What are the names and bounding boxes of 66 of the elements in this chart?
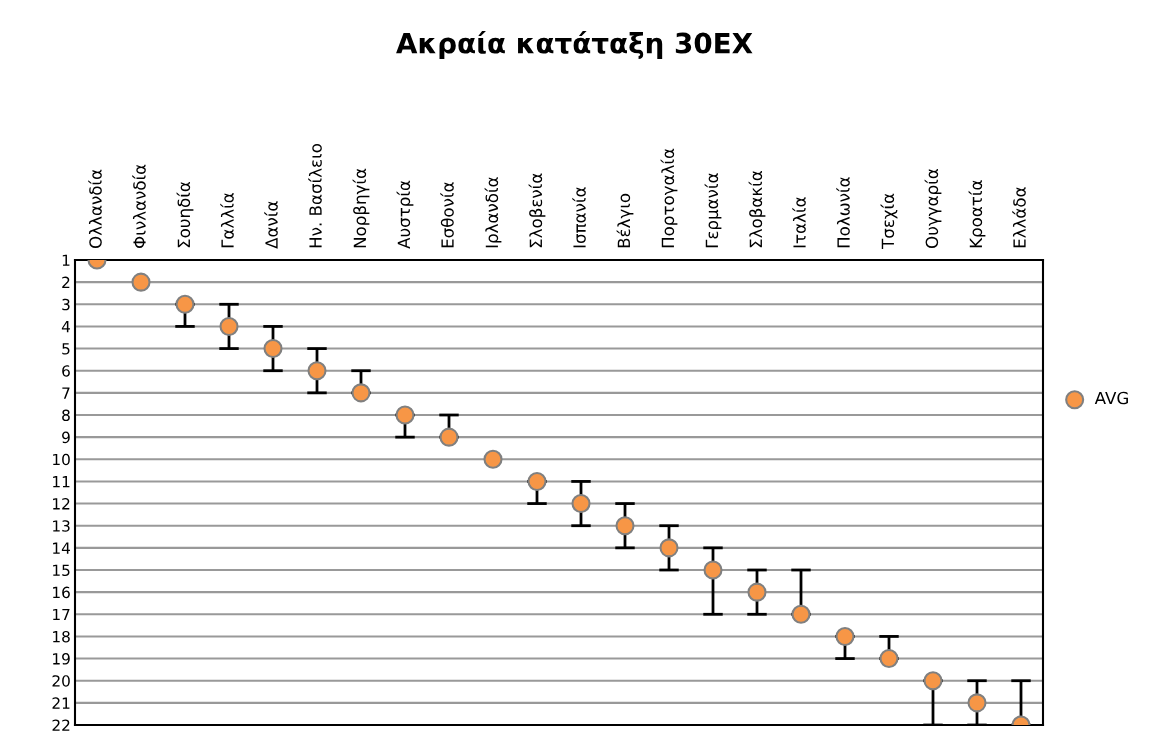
y-tick-label: 10 bbox=[53, 453, 70, 466]
point bbox=[219, 316, 239, 336]
y-tick-label: 19 bbox=[53, 653, 70, 665]
x-tick-label: Νορβηγία bbox=[352, 168, 370, 248]
x-tick-label: Δανία bbox=[264, 201, 278, 249]
point bbox=[263, 339, 283, 359]
x-tick-label: Εσθονία bbox=[440, 182, 454, 248]
point bbox=[131, 272, 151, 292]
x-tick-label: Αυστρία bbox=[396, 180, 414, 249]
x-tick-label: Τσεχία bbox=[880, 193, 898, 249]
point bbox=[439, 427, 459, 447]
point bbox=[835, 626, 855, 646]
x-tick-label: Ιταλία bbox=[792, 197, 806, 248]
point bbox=[967, 693, 987, 713]
x-tick-label: Ολλανδία bbox=[88, 169, 102, 248]
x-tick-label: Ελλάδα bbox=[1012, 187, 1026, 248]
y-tick-label: 22 bbox=[52, 719, 70, 731]
legend-label: AVG bbox=[1094, 391, 1128, 405]
point bbox=[483, 449, 503, 469]
y-tick-label: 12 bbox=[53, 498, 70, 510]
y-tick-label: 9 bbox=[62, 431, 70, 444]
point bbox=[307, 361, 327, 381]
y-tick-label: 21 bbox=[52, 697, 70, 709]
y-tick-label: 3 bbox=[62, 298, 70, 311]
y-tick-label: 7 bbox=[62, 387, 70, 399]
y-tick-label: 16 bbox=[53, 586, 70, 599]
point bbox=[879, 649, 899, 669]
y-tick-label: 8 bbox=[62, 409, 70, 422]
chart-title: Ακραία κατάταξη 30ΕΧ bbox=[396, 31, 753, 59]
y-tick-label: 14 bbox=[53, 542, 70, 554]
y-tick-label: 1 bbox=[62, 254, 70, 266]
point bbox=[923, 671, 943, 691]
point bbox=[175, 294, 195, 314]
point bbox=[703, 560, 723, 580]
point bbox=[351, 383, 371, 403]
x-tick-label: Σλοβενία bbox=[528, 173, 546, 248]
y-tick-label: 13 bbox=[53, 520, 70, 532]
y-tick-label: 2 bbox=[62, 276, 70, 288]
x-tick-label: Φινλανδία bbox=[132, 164, 146, 248]
point bbox=[791, 604, 811, 624]
y-tick-label: 11 bbox=[53, 476, 70, 488]
y-tick-label: 15 bbox=[53, 564, 70, 577]
point bbox=[527, 471, 547, 491]
point bbox=[571, 494, 591, 514]
point bbox=[747, 582, 767, 602]
x-tick-label: Γερμανία bbox=[704, 173, 722, 248]
x-tick-label: Ουγγαρία bbox=[924, 169, 942, 248]
x-tick-label: Πορτογαλία bbox=[660, 148, 678, 248]
point bbox=[395, 405, 415, 425]
y-tick-label: 20 bbox=[52, 675, 70, 687]
y-tick-label: 4 bbox=[61, 321, 70, 333]
x-tick-label: Σλοβακία bbox=[748, 171, 766, 248]
x-tick-label: Ιρλανδία bbox=[484, 177, 502, 248]
x-tick-label: Ην. Βασίλειο bbox=[308, 144, 322, 248]
point bbox=[659, 538, 679, 558]
x-tick-label: Γαλλία bbox=[220, 193, 234, 248]
x-tick-label: Κροατία bbox=[968, 180, 986, 248]
y-tick-label: 17 bbox=[53, 608, 70, 621]
x-tick-label: Βέλγιο bbox=[616, 193, 634, 248]
y-tick-label: 18 bbox=[53, 630, 70, 643]
x-tick-label: Πολωνία bbox=[836, 177, 850, 248]
y-tick-label: 6 bbox=[62, 365, 70, 377]
x-tick-label: Σουηδία bbox=[176, 181, 194, 248]
y-tick-label: 5 bbox=[62, 343, 70, 355]
x-tick-label: Ισπανία bbox=[572, 187, 586, 248]
point bbox=[615, 516, 635, 536]
